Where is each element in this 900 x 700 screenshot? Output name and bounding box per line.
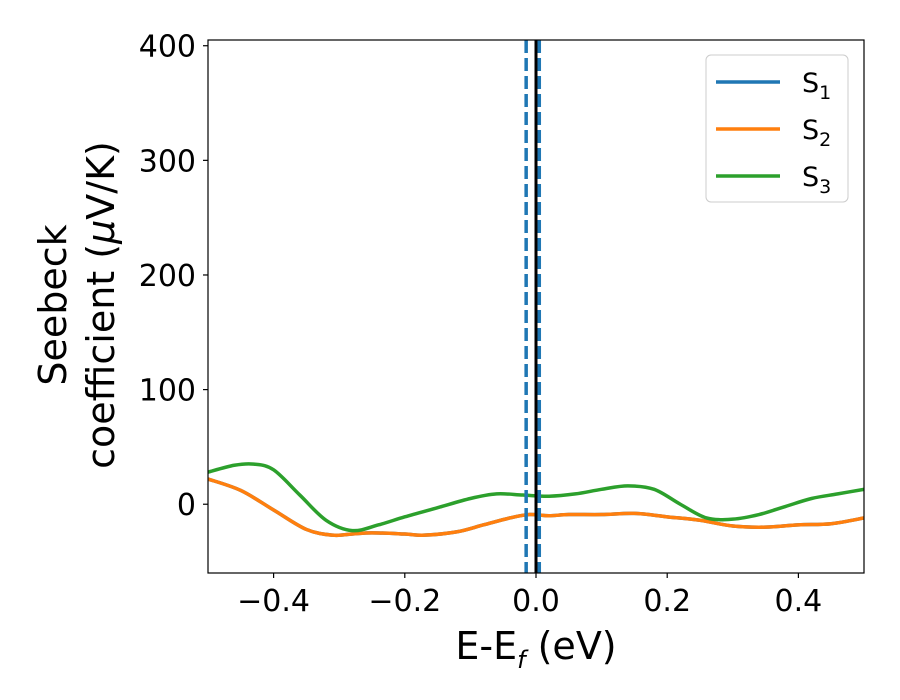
legend-label-s1: S1 <box>802 68 831 104</box>
x-tick-label: 0.0 <box>512 584 560 619</box>
x-tick-label: 0.4 <box>775 584 823 619</box>
y-axis-title-line2-post: V/K) <box>79 141 123 220</box>
series-line-s2 <box>208 477 864 538</box>
y-axis-title: Seebeck coefficient (μV/K) <box>31 141 123 469</box>
x-tick-label: 0.2 <box>643 584 691 619</box>
y-axis-title-mu: μ <box>79 220 123 245</box>
x-axis-title-base: E-E <box>455 624 517 668</box>
y-axis-title-line1: Seebeck <box>31 224 75 385</box>
x-axis-ticks: −0.4 −0.2 0.0 0.2 0.4 <box>237 573 822 619</box>
x-axis-title: E-Ef (eV) <box>455 624 616 674</box>
y-tick-label: 0 <box>177 488 196 523</box>
y-tick-label: 200 <box>139 259 196 294</box>
y-tick-label: 100 <box>139 374 196 409</box>
legend: S1 S2 S3 <box>705 54 849 203</box>
x-tick-label: −0.4 <box>237 584 310 619</box>
y-axis-title-line2: coefficient (μV/K) <box>79 141 123 469</box>
plot-area <box>208 40 864 573</box>
reference-lines <box>524 40 542 573</box>
x-tick-label: −0.2 <box>368 584 441 619</box>
y-tick-label: 300 <box>139 144 196 179</box>
x-axis-title-unit: (eV) <box>526 624 617 668</box>
legend-label-s2: S2 <box>802 115 831 151</box>
y-tick-label: 400 <box>139 30 196 65</box>
legend-entries: S1 S2 S3 <box>716 68 831 198</box>
y-axis-title-line2-pre: coefficient ( <box>79 244 123 469</box>
y-axis-ticks: 0 100 200 300 400 <box>139 30 208 523</box>
legend-label-s3: S3 <box>802 162 831 198</box>
